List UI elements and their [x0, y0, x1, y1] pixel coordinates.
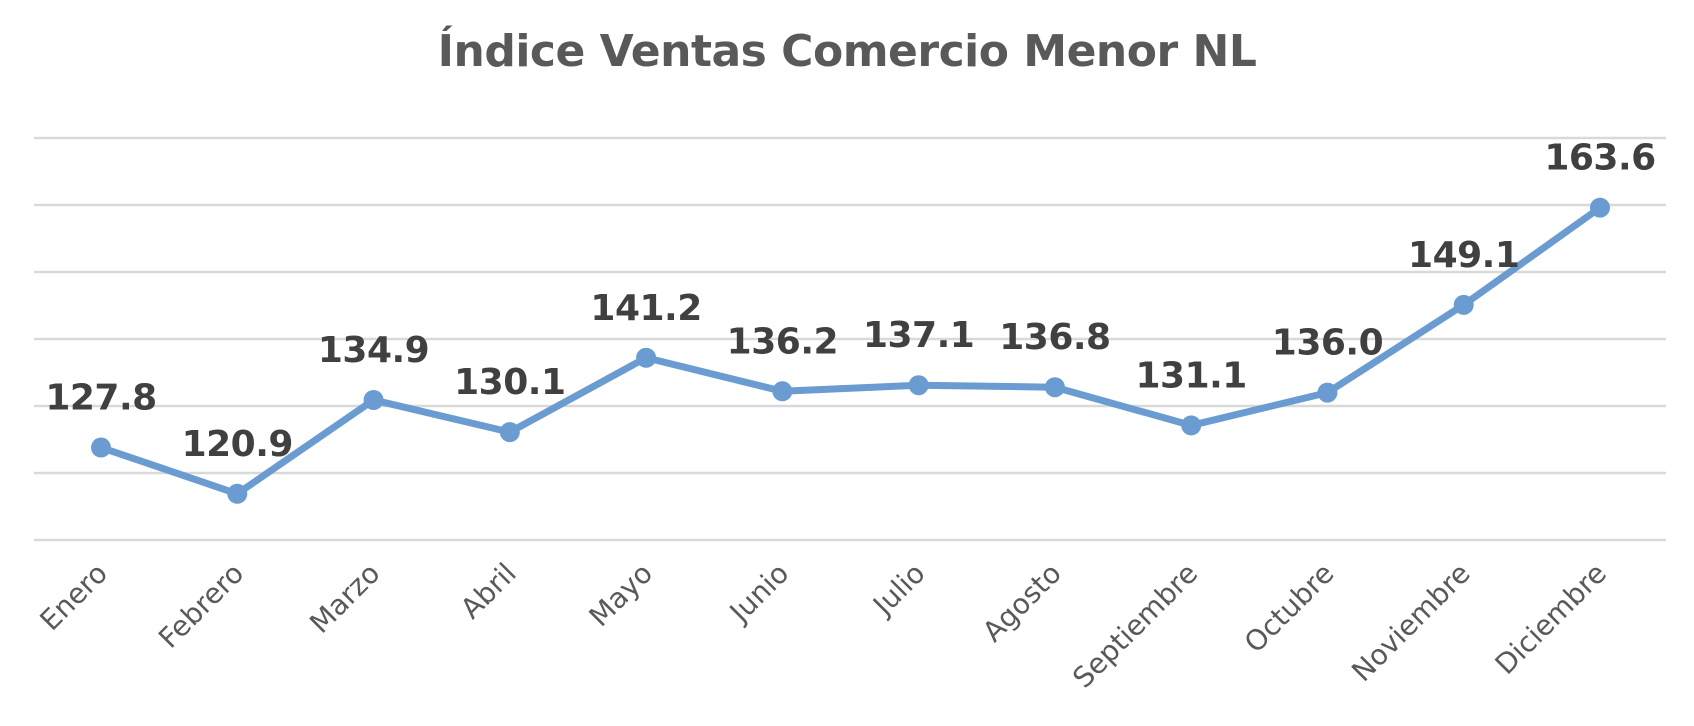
data-point-abril	[499, 422, 520, 443]
x-tick-label: Julio	[865, 557, 931, 623]
data-label: 136.2	[727, 321, 838, 362]
data-point-febrero	[227, 483, 248, 504]
data-label: 136.8	[999, 317, 1110, 358]
data-point-agosto	[1044, 377, 1065, 398]
data-point-junio	[772, 381, 793, 402]
data-labels: 127.8 120.9 134.9 130.1 141.2 136.2 137.1 136.8…	[45, 138, 1656, 465]
data-point-septiembre	[1181, 415, 1202, 436]
data-point-mayo	[636, 347, 657, 368]
chart-title: Índice Ventas Comercio Menor NL	[437, 26, 1257, 77]
data-point-enero	[91, 437, 111, 458]
data-label: 120.9	[182, 424, 293, 465]
x-tick-label: Diciembre	[1489, 557, 1613, 681]
x-tick-label: Marzo	[303, 557, 386, 640]
series-line-layer	[97, 204, 1604, 498]
x-tick-label: Agosto	[976, 557, 1068, 649]
series-markers	[91, 197, 1610, 504]
data-label: 141.2	[590, 288, 701, 329]
x-axis-tick-labels: Enero Febrero Marzo Abril Mayo Junio Julio Agos…	[34, 557, 1613, 695]
x-tick-label: Febrero	[152, 557, 250, 655]
series-line	[97, 204, 1604, 498]
data-label: 137.1	[863, 315, 974, 356]
data-point-noviembre	[1453, 294, 1474, 315]
x-tick-label: Junio	[722, 557, 795, 630]
x-tick-label: Noviembre	[1345, 557, 1476, 688]
data-point-marzo	[363, 389, 384, 410]
data-label: 134.9	[318, 330, 429, 371]
data-point-diciembre	[1590, 197, 1610, 218]
data-label: 149.1	[1408, 235, 1519, 276]
data-label: 131.1	[1135, 355, 1246, 396]
x-tick-label: Enero	[34, 557, 114, 637]
data-label: 136.0	[1272, 323, 1383, 364]
x-tick-label: Octubre	[1238, 557, 1341, 660]
data-point-julio	[908, 375, 929, 396]
x-tick-label: Septiembre	[1066, 557, 1204, 695]
data-label: 127.8	[45, 378, 156, 419]
data-label: 163.6	[1544, 138, 1655, 179]
data-point-octubre	[1317, 382, 1338, 403]
data-label: 130.1	[454, 362, 565, 403]
x-tick-label: Abril	[454, 557, 523, 626]
x-tick-label: Mayo	[583, 557, 659, 633]
gridlines	[34, 136, 1666, 542]
